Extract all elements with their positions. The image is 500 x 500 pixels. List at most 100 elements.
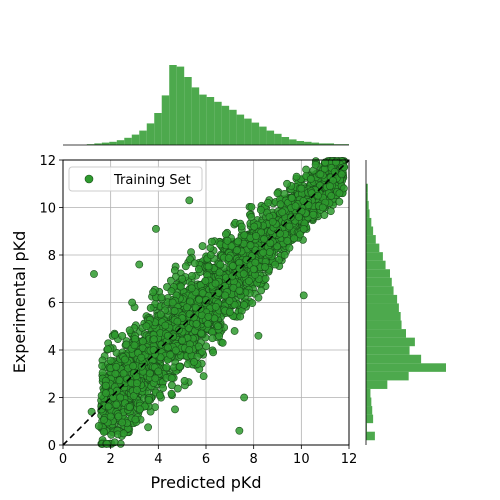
scatter-plot-area: 0 2 4 6 8 10 12 0 2 4 6 8 10 12 <box>39 154 357 467</box>
scatter-point <box>223 236 232 245</box>
legend-label-training-set: Training Set <box>113 173 191 188</box>
scatter-point <box>180 376 189 385</box>
top-histogram-bar <box>296 141 305 145</box>
y-tick-label: 8 <box>48 249 56 264</box>
scatter-point <box>215 268 224 277</box>
scatter-point <box>266 239 275 248</box>
scatter-point <box>296 230 304 239</box>
scatter-point <box>273 242 282 251</box>
right-histogram-bar <box>366 269 390 278</box>
scatter-point <box>203 320 212 328</box>
scatter-point <box>261 274 270 283</box>
scatter-point <box>268 217 277 226</box>
top-histogram-bar <box>266 130 275 145</box>
scatter-point <box>299 291 308 300</box>
scatter-point <box>130 341 139 350</box>
top-histogram-bar <box>176 66 185 145</box>
scatter-point <box>112 362 121 371</box>
scatter-point <box>131 415 140 424</box>
scatter-point <box>110 331 119 339</box>
scatter-point <box>114 412 123 421</box>
top-histogram-bar <box>184 77 192 145</box>
y-tick-label: 2 <box>48 392 56 407</box>
scatter-point <box>121 355 129 364</box>
scatter-point <box>311 160 320 169</box>
right-histogram-bar <box>366 371 409 381</box>
scatter-point <box>135 260 144 269</box>
right-histogram-bar <box>366 252 383 261</box>
scatter-point <box>100 428 108 436</box>
scatter-point <box>129 362 137 370</box>
scatter-point <box>104 402 113 411</box>
scatter-point <box>204 312 213 321</box>
scatter-point <box>190 357 198 366</box>
scatter-point <box>106 412 115 421</box>
top-histogram-bar <box>161 95 170 145</box>
scatter-point <box>240 393 249 402</box>
scatter-point <box>242 255 251 264</box>
scatter-point <box>332 158 340 167</box>
top-histogram-bar <box>139 130 147 145</box>
scatter-point <box>161 321 170 330</box>
scatter-point <box>299 224 308 233</box>
scatter-point <box>230 327 239 335</box>
scatter-point <box>221 230 230 239</box>
scatter-point <box>87 407 96 416</box>
right-histogram-bar <box>366 320 402 330</box>
scatter-point <box>225 308 234 316</box>
scatter-point <box>237 222 246 231</box>
scatter-point <box>199 372 208 381</box>
scatter-point <box>304 201 313 210</box>
y-axis-label: Experimental pKd <box>10 231 29 374</box>
scatter-point <box>139 337 147 346</box>
x-tick-label: 12 <box>341 452 358 467</box>
scatter-point <box>166 350 175 359</box>
scatter-point <box>167 287 176 296</box>
scatter-point <box>208 334 217 343</box>
scatter-point <box>292 172 301 181</box>
top-histogram-bar <box>326 143 335 145</box>
scatter-point <box>188 271 196 280</box>
scatter-point <box>309 210 318 219</box>
scatter-point <box>283 179 291 188</box>
scatter-point <box>233 246 241 255</box>
x-tick-label: 8 <box>250 452 258 467</box>
x-tick-label: 0 <box>59 452 67 467</box>
x-tick-label: 4 <box>154 452 162 467</box>
scatter-point <box>327 192 336 200</box>
scatter-point <box>194 342 203 351</box>
scatter-point <box>144 423 152 432</box>
scatter-point <box>254 331 263 340</box>
top-histogram-bar <box>244 118 252 145</box>
right-histogram-bar <box>366 303 399 312</box>
scatter-point <box>187 284 196 293</box>
legend: Training Set <box>68 166 203 192</box>
y-axis-ticks: 0 2 4 6 8 10 12 <box>39 154 63 454</box>
scatter-point <box>132 379 141 388</box>
scatter-point <box>122 340 131 349</box>
scatter-point <box>204 262 213 271</box>
scatter-point <box>251 258 260 267</box>
top-histogram-bar <box>131 134 140 145</box>
right-histogram-bar <box>366 209 370 218</box>
y-tick-label: 10 <box>39 202 56 217</box>
right-histogram-bar <box>366 200 369 210</box>
scatter-point <box>337 170 346 179</box>
top-histogram-bar <box>274 133 282 145</box>
scatter-point <box>164 343 172 352</box>
scatter-point <box>234 237 242 246</box>
top-histogram-bar <box>169 65 177 145</box>
scatter-point <box>273 189 282 198</box>
scatter-point <box>252 232 260 240</box>
scatter-point <box>149 346 158 354</box>
scatter-point <box>119 429 128 438</box>
scatter-point <box>152 224 160 233</box>
top-histogram-bar <box>236 114 245 145</box>
right-histogram-bar <box>366 380 388 389</box>
scatter-point <box>247 213 256 221</box>
scatter-point <box>128 298 137 307</box>
top-histogram-bar <box>109 141 117 145</box>
scatter-point <box>244 277 253 286</box>
x-tick-label: 6 <box>202 452 210 467</box>
right-histogram-bar <box>366 388 371 398</box>
